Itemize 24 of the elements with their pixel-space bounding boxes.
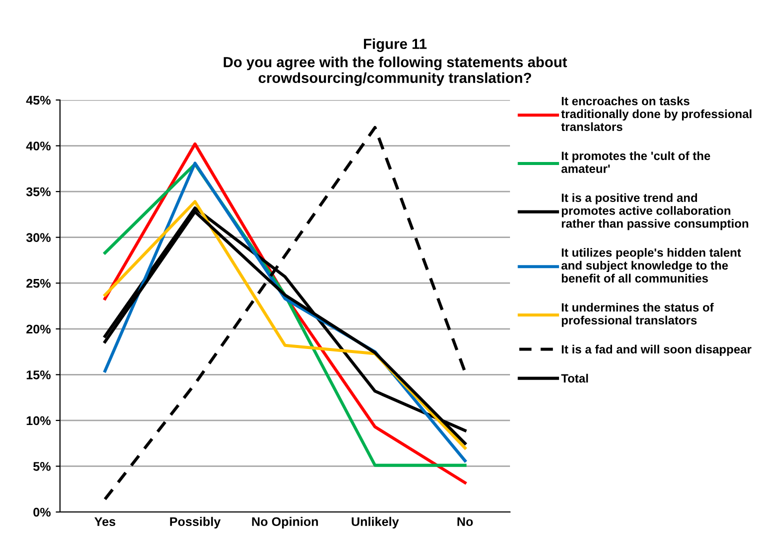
y-tick-label: 35% <box>26 187 51 196</box>
legend-label: It utilizes people's hidden talent and subject knowledge to the benefit of all communities <box>561 248 741 283</box>
legend-label: It undermines the status of professional translators <box>562 302 714 327</box>
y-tick-label: 40% <box>26 142 51 150</box>
y-tick-label: 10% <box>26 416 51 426</box>
y-tick-label: 5% <box>33 462 51 471</box>
chart-title: Figure 11 <box>364 38 427 52</box>
x-tick-label: Yes <box>94 517 116 526</box>
x-tick-label: No <box>458 517 473 526</box>
y-tick-label: 45% <box>26 96 51 105</box>
y-tick-label: 20% <box>26 324 51 334</box>
y-tick-label: 30% <box>26 233 51 242</box>
x-tick-label: No Opinion <box>252 516 318 529</box>
legend-label: Total <box>561 374 588 383</box>
legend-label: It is a fad and will soon disappear <box>562 344 752 356</box>
y-tick-label: 25% <box>26 278 51 288</box>
legend-label: It is a positive trend and promotes active collaboration rather than passive consumption <box>562 193 748 230</box>
y-tick-label: 0% <box>33 508 51 517</box>
legend-label: It encroaches on tasks traditionally done by professional translators <box>561 96 752 132</box>
x-tick-label: Possibly <box>170 516 221 529</box>
y-tick-label: 15% <box>26 370 51 380</box>
legend-label: It promotes the 'cult of the amateur' <box>561 151 710 173</box>
x-tick-label: Unlikely <box>352 516 399 529</box>
chart-subtitle: Do you agree with the following statements about crowdsourcing/community translation? <box>224 56 568 86</box>
